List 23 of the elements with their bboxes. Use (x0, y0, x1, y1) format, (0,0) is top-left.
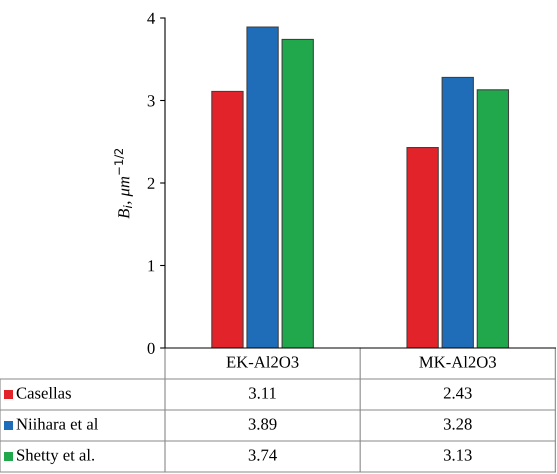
bar (442, 76, 474, 348)
x-tick-label: MK-Al2O3 (419, 356, 496, 368)
data-label: 3.28 (444, 418, 472, 430)
x-tick-label: EK-Al2O3 (226, 356, 298, 368)
bar (406, 146, 439, 348)
data-label: 3.11 (249, 387, 276, 399)
data-label: 3.13 (444, 449, 472, 461)
y-tick-label: 3 (148, 95, 155, 106)
data-label: 2.43 (444, 387, 472, 399)
y-tick-label: 4 (147, 12, 156, 24)
data-label: 3.89 (248, 418, 276, 430)
y-tick-label: 0 (148, 342, 155, 354)
y-axis-title: B$_{i}$, μm$^{−1/2}$ (114, 148, 133, 219)
legend-label: Shetty et al. (17, 448, 94, 464)
bar (476, 89, 510, 348)
y-tick-label: 1 (148, 260, 154, 272)
legend-label: Casellas (16, 386, 71, 399)
y-tick-label: 2 (148, 178, 154, 189)
bar (282, 38, 314, 348)
bar (211, 90, 244, 348)
bar (246, 26, 279, 348)
data-label: 3.74 (248, 449, 277, 461)
legend-label: Niihara et al (16, 418, 98, 430)
